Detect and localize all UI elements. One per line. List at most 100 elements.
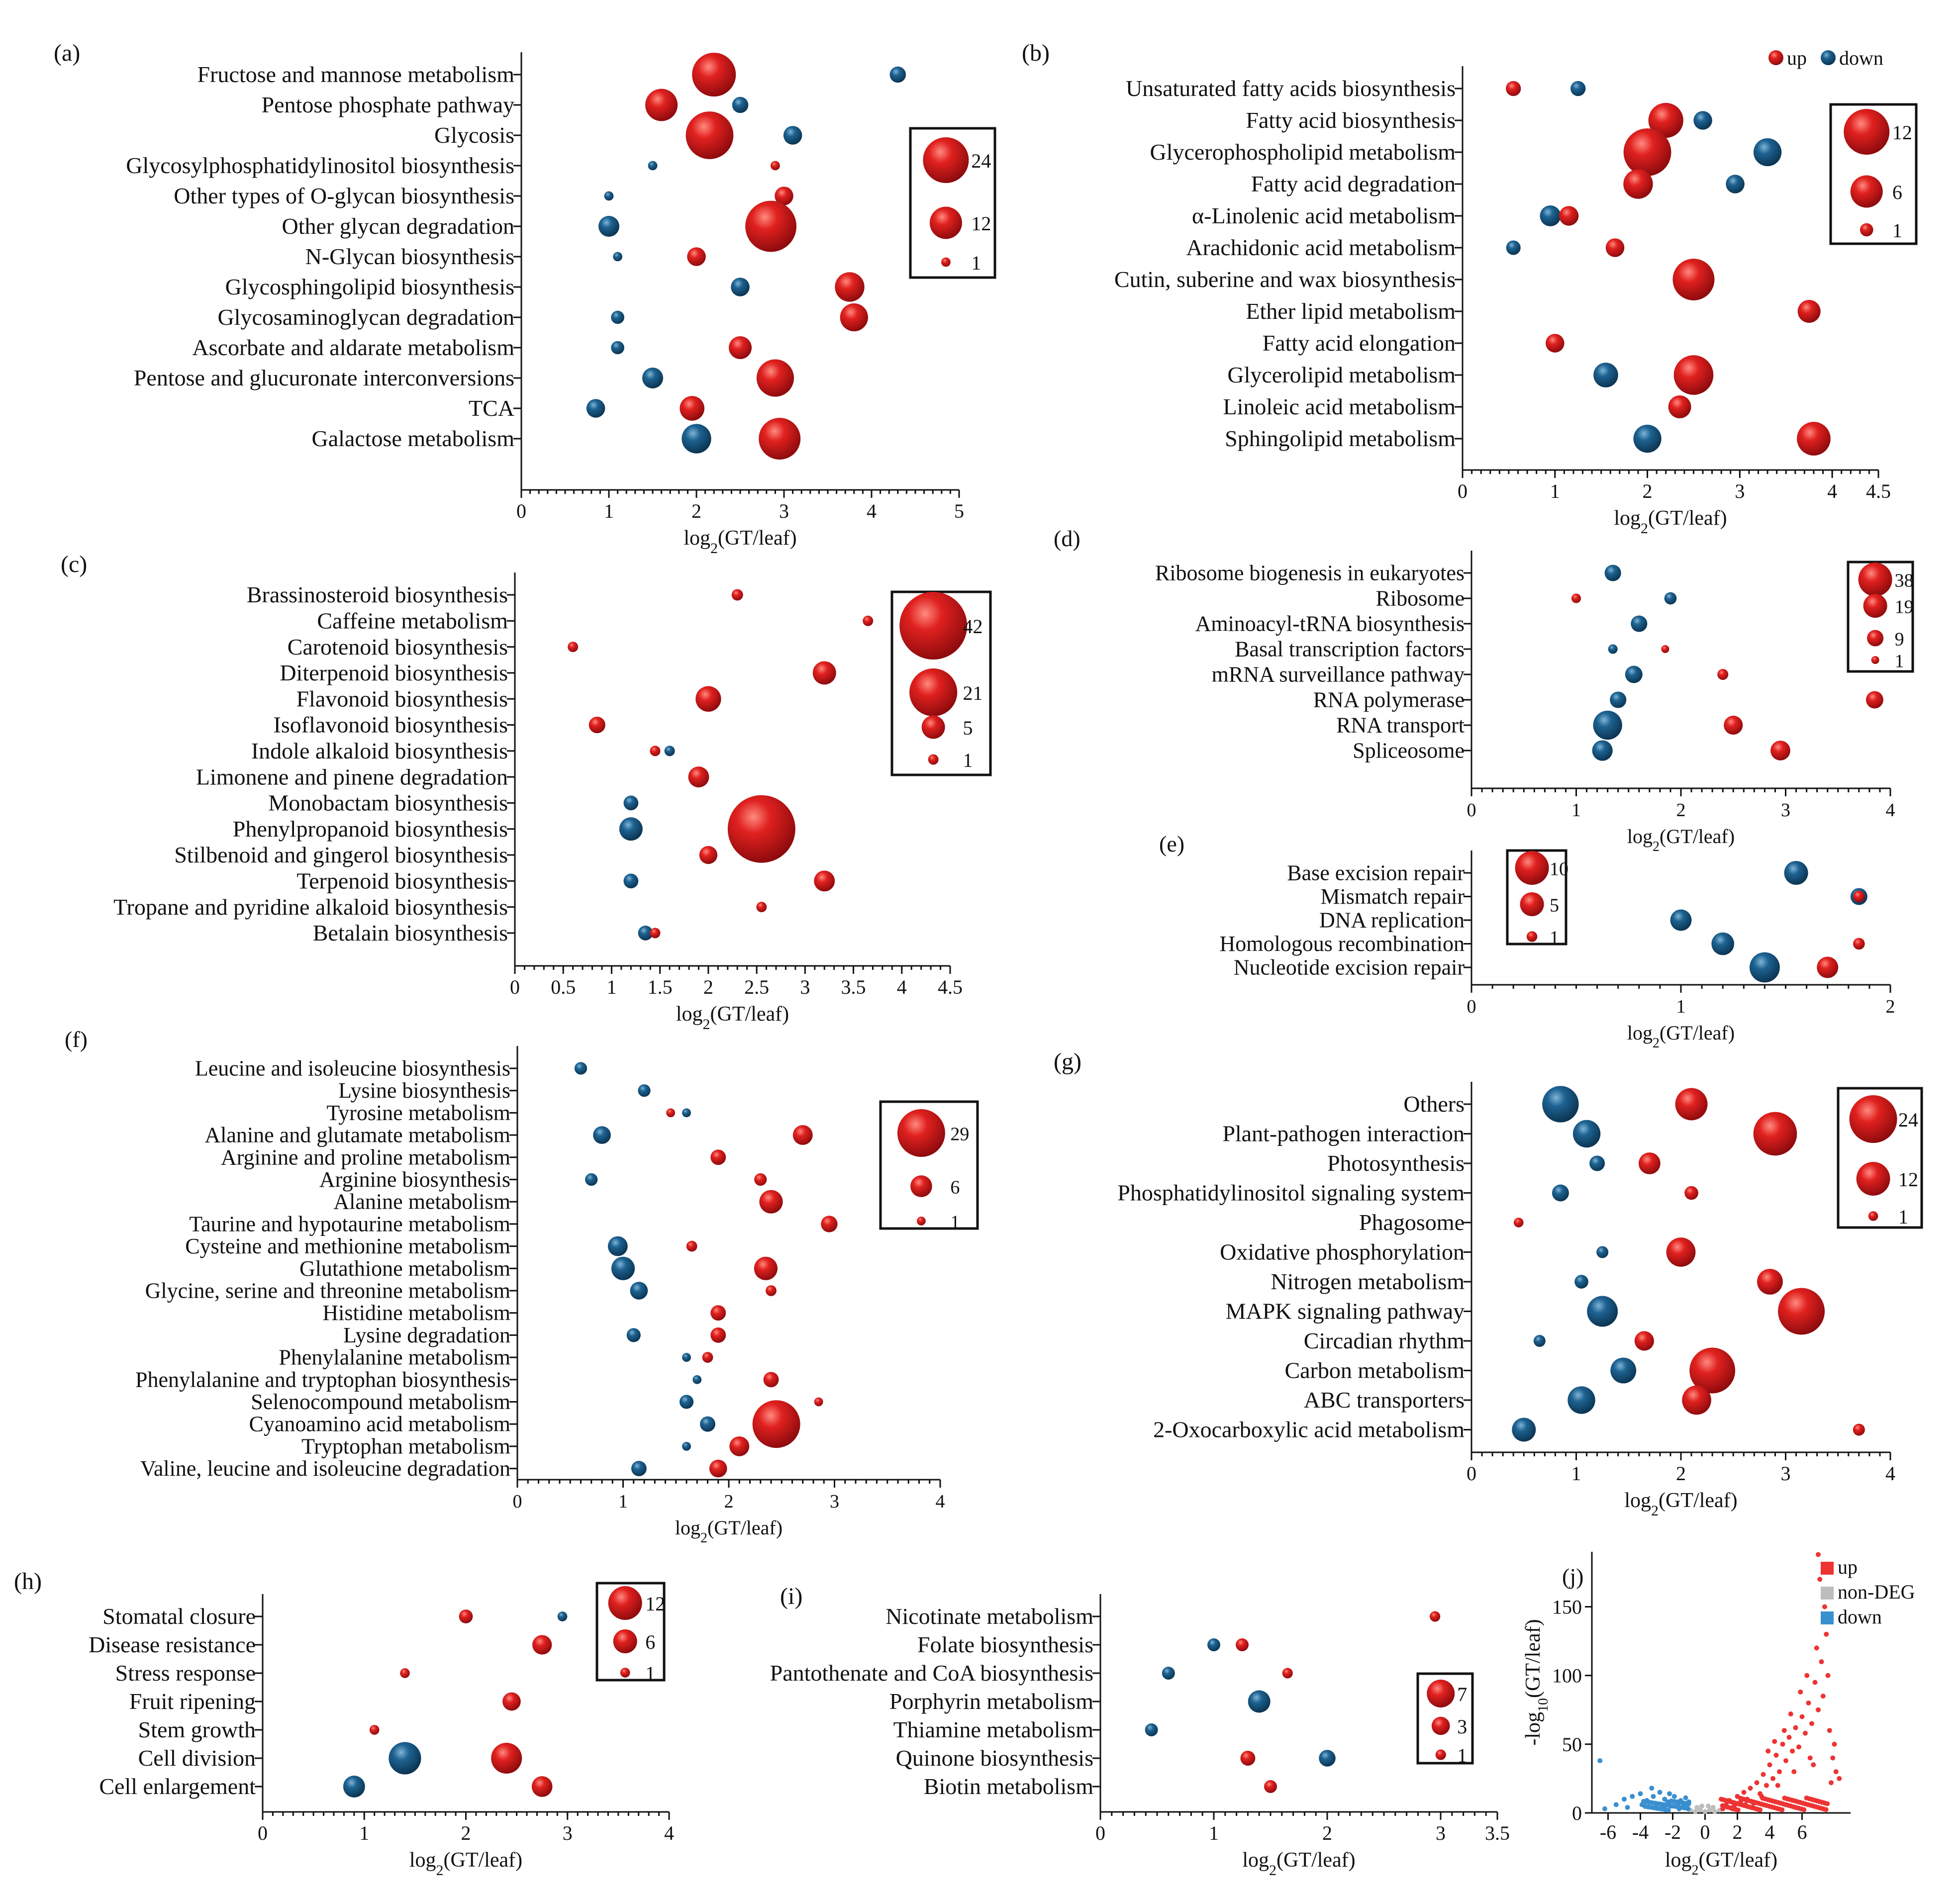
volcano-point-up [1793, 1725, 1798, 1730]
bubble-down [1625, 665, 1643, 683]
volcano-point-down [1649, 1786, 1655, 1791]
x-tick-label: 2 [703, 976, 713, 998]
panel-label: (g) [1054, 1048, 1081, 1075]
size-legend-bubble [897, 1109, 945, 1157]
volcano-point-up [1791, 1769, 1797, 1775]
category-label: Folate biosynthesis [917, 1632, 1093, 1657]
volcano-point-nondeg [1707, 1807, 1713, 1813]
category-label: Fatty acid degradation [1251, 171, 1456, 196]
x-tick-label: 3 [1781, 1462, 1791, 1485]
bubble-down [1552, 1184, 1569, 1202]
category-label: Glycosylphosphatidylinositol biosynthesi… [126, 153, 514, 178]
bubble-down [1570, 81, 1586, 96]
size-legend-label: 3 [1457, 1715, 1467, 1738]
x-tick-label: 1 [1550, 480, 1560, 502]
category-label: Cell division [138, 1745, 256, 1771]
size-legend-label: 1 [1457, 1744, 1467, 1767]
volcano-point-up [1830, 1755, 1836, 1761]
volcano-point-up [1827, 1728, 1832, 1733]
category-label: Carbon metabolism [1284, 1358, 1465, 1383]
volcano-point-up [1765, 1748, 1771, 1754]
x-axis-title-subscript: 2 [1653, 839, 1660, 854]
bubble-up [756, 902, 767, 913]
x-tick-label: 0 [1467, 996, 1476, 1017]
bubble-up [687, 247, 706, 266]
category-label: Stress response [115, 1660, 256, 1686]
size-legend-label: 1 [1550, 928, 1559, 948]
category-label: Glycerophospholipid metabolism [1150, 139, 1456, 165]
x-tick-label: 2 [461, 1822, 471, 1844]
category-label: Glycosphingolipid biosynthesis [225, 274, 514, 299]
bubble-down [1248, 1690, 1271, 1713]
size-legend-label: 1 [1892, 219, 1902, 242]
x-tick-label: 2 [724, 1491, 734, 1512]
bubble-down [1568, 1386, 1595, 1414]
volcano-point-up [1735, 1807, 1741, 1813]
bubble-down [1512, 1418, 1536, 1442]
volcano-point-up [1816, 1552, 1821, 1557]
size-legend-bubble [923, 137, 969, 183]
volcano-point-up [1803, 1730, 1808, 1736]
x-tick-label: 4 [1885, 1462, 1895, 1485]
volcano-point-down [1597, 1758, 1603, 1763]
bubble-up [1506, 81, 1521, 96]
size-legend-label: 12 [971, 212, 991, 235]
size-legend-label: 1 [645, 1662, 655, 1685]
bubble-down [1711, 932, 1735, 955]
category-label: Tryptophan metabolism [301, 1434, 510, 1458]
bubble-up [1853, 1423, 1865, 1436]
x-tick-label: 4 [1827, 480, 1837, 502]
volcano-point-down [1684, 1805, 1690, 1811]
bubble-up [1605, 238, 1625, 257]
x-tick-label: 0 [516, 500, 526, 522]
bubble-up [1675, 1088, 1708, 1121]
bubble-down [343, 1776, 365, 1797]
volcano-point-up [1829, 1780, 1834, 1786]
bubble-down [611, 1256, 635, 1280]
category-label: Phenylalanine metabolism [279, 1345, 510, 1370]
volcano-point-down [1602, 1806, 1607, 1811]
bubble-up [1797, 422, 1831, 456]
bubble-up [1513, 1218, 1524, 1228]
bubble-up [759, 1190, 783, 1214]
size-legend-bubble [608, 1586, 642, 1620]
bubble-up [1638, 1152, 1661, 1174]
size-legend-bubble [1860, 223, 1873, 237]
size-legend-label: 10 [1550, 859, 1568, 880]
category-label: TCA [469, 395, 514, 421]
x-axis-title: log2(GT/leaf) [1242, 1849, 1355, 1879]
volcano-point-nondeg [1712, 1809, 1717, 1814]
bubble-up [680, 396, 705, 421]
category-label: Lysine biosynthesis [338, 1078, 510, 1103]
bubble-up [1853, 890, 1865, 903]
bubble-down [1574, 1275, 1588, 1289]
volcano-point-up [1819, 1659, 1824, 1665]
category-label: Selenocompound metabolism [251, 1390, 510, 1414]
bubble-down [783, 126, 802, 145]
volcano-point-up [1788, 1711, 1793, 1717]
volcano-point-up [1780, 1741, 1785, 1747]
size-legend-label: 24 [971, 150, 991, 172]
bubble-up [1634, 1331, 1654, 1351]
panel-label: (d) [1054, 526, 1080, 551]
x-tick-label: 0 [1467, 1462, 1476, 1485]
bubble-up [1865, 691, 1883, 709]
x-tick-label: 3.5 [1485, 1822, 1510, 1844]
x-tick-label: 2 [1886, 996, 1895, 1017]
bubble-down [648, 161, 658, 171]
category-label: Quinone biosynthesis [896, 1745, 1093, 1771]
category-label: Oxidative phosphorylation [1220, 1239, 1465, 1265]
bubble-down [1631, 615, 1648, 632]
bubble-up [568, 642, 579, 653]
bubble-down [1593, 363, 1618, 387]
x-tick-label: 0 [1700, 1821, 1710, 1843]
volcano-point-up [1796, 1744, 1801, 1750]
bubble-up [1689, 1347, 1736, 1394]
volcano-point-up [1820, 1694, 1826, 1699]
bubble-up [759, 418, 801, 460]
volcano-point-down [1638, 1791, 1643, 1796]
size-legend-bubble [1858, 563, 1892, 596]
volcano-point-up [1748, 1786, 1753, 1791]
volcano-legend-label: up [1838, 1556, 1858, 1578]
